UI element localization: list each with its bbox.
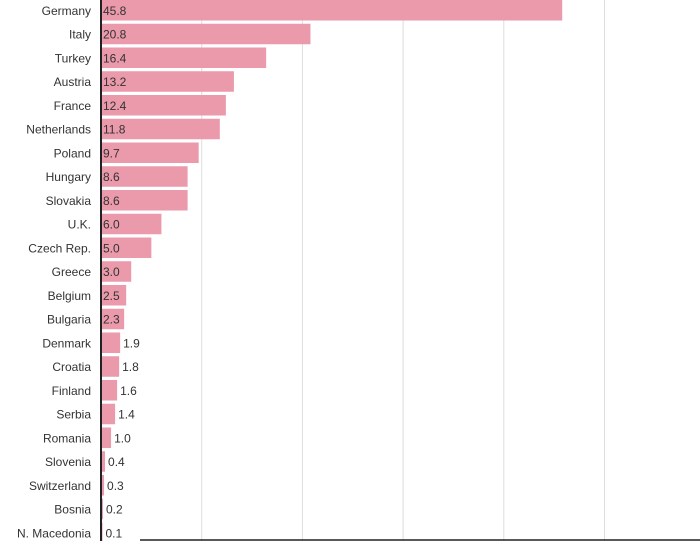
bar: [101, 498, 104, 520]
bar: [101, 308, 125, 330]
value-label: 20.8: [103, 28, 127, 42]
category-label: Netherlands: [26, 123, 91, 137]
value-label: 8.6: [103, 170, 120, 184]
category-label: N. Macedonia: [17, 526, 91, 540]
value-label: 1.0: [114, 431, 131, 445]
category-label: Slovenia: [45, 455, 91, 469]
category-labels: Germany Italy Turkey Austria France Netherlan…: [17, 4, 92, 541]
value-label: 12.4: [103, 99, 127, 113]
bar: [101, 403, 116, 425]
value-label: 16.4: [103, 51, 127, 65]
category-label: Denmark: [42, 336, 92, 350]
bar: [101, 451, 106, 472]
category-label: Belgium: [48, 289, 91, 303]
bar: [101, 427, 112, 448]
value-label: 1.9: [123, 336, 140, 350]
value-label: 3.0: [103, 265, 120, 279]
bar: [101, 71, 234, 92]
category-label: Italy: [69, 28, 91, 42]
bar: [101, 166, 188, 187]
category-label: Hungary: [46, 170, 91, 184]
bar: [101, 190, 188, 211]
category-label: Bulgaria: [47, 313, 91, 327]
grid-lines: [201, 0, 605, 541]
bar: [101, 332, 121, 353]
value-label: 8.6: [103, 194, 120, 208]
category-label: U.K.: [68, 218, 91, 232]
category-label: Switzerland: [29, 479, 91, 493]
value-label: 2.3: [103, 313, 120, 327]
bar: [101, 380, 118, 401]
value-label: 5.0: [103, 241, 120, 255]
bars: [101, 0, 563, 541]
bar: [101, 142, 199, 163]
category-label: Greece: [52, 265, 92, 279]
value-label: 0.3: [107, 479, 124, 493]
value-label: 0.2: [106, 503, 123, 517]
value-label: 1.8: [122, 360, 139, 374]
category-label: Croatia: [52, 360, 91, 374]
value-label: 0.1: [106, 526, 123, 540]
category-label: France: [54, 99, 92, 113]
bar: [101, 118, 220, 140]
category-label: Finland: [52, 384, 91, 398]
value-label: 0.4: [108, 455, 125, 469]
category-label: Romania: [43, 431, 91, 445]
value-label: 11.8: [103, 123, 126, 137]
bar: [101, 356, 120, 377]
value-labels: 45.8 20.8 16.4 13.2 12.4 11.8 9.7 8.6 8.6 6.0 5.0 3…: [103, 4, 140, 541]
category-label: Poland: [54, 146, 91, 160]
category-label: Austria: [54, 75, 92, 89]
bar: [101, 475, 105, 496]
bar: [101, 0, 563, 21]
bar: [101, 47, 267, 68]
value-label: 2.5: [103, 289, 120, 303]
bar: [101, 23, 311, 45]
bar: [101, 261, 132, 282]
bar: [101, 213, 162, 235]
bar: [101, 95, 226, 116]
category-label: Serbia: [56, 408, 91, 422]
value-label: 1.4: [118, 408, 135, 422]
category-label: Slovakia: [46, 194, 92, 208]
category-label: Bosnia: [54, 503, 91, 517]
value-label: 13.2: [103, 75, 127, 89]
value-label: 6.0: [103, 218, 120, 232]
category-label: Turkey: [55, 51, 91, 65]
category-label: Germany: [42, 4, 91, 18]
value-label: 1.6: [120, 384, 137, 398]
value-label: 45.8: [103, 4, 127, 18]
bar: [101, 285, 127, 306]
value-label: 9.7: [103, 146, 120, 160]
bar: [101, 237, 152, 258]
category-label: Czech Rep.: [28, 241, 91, 255]
